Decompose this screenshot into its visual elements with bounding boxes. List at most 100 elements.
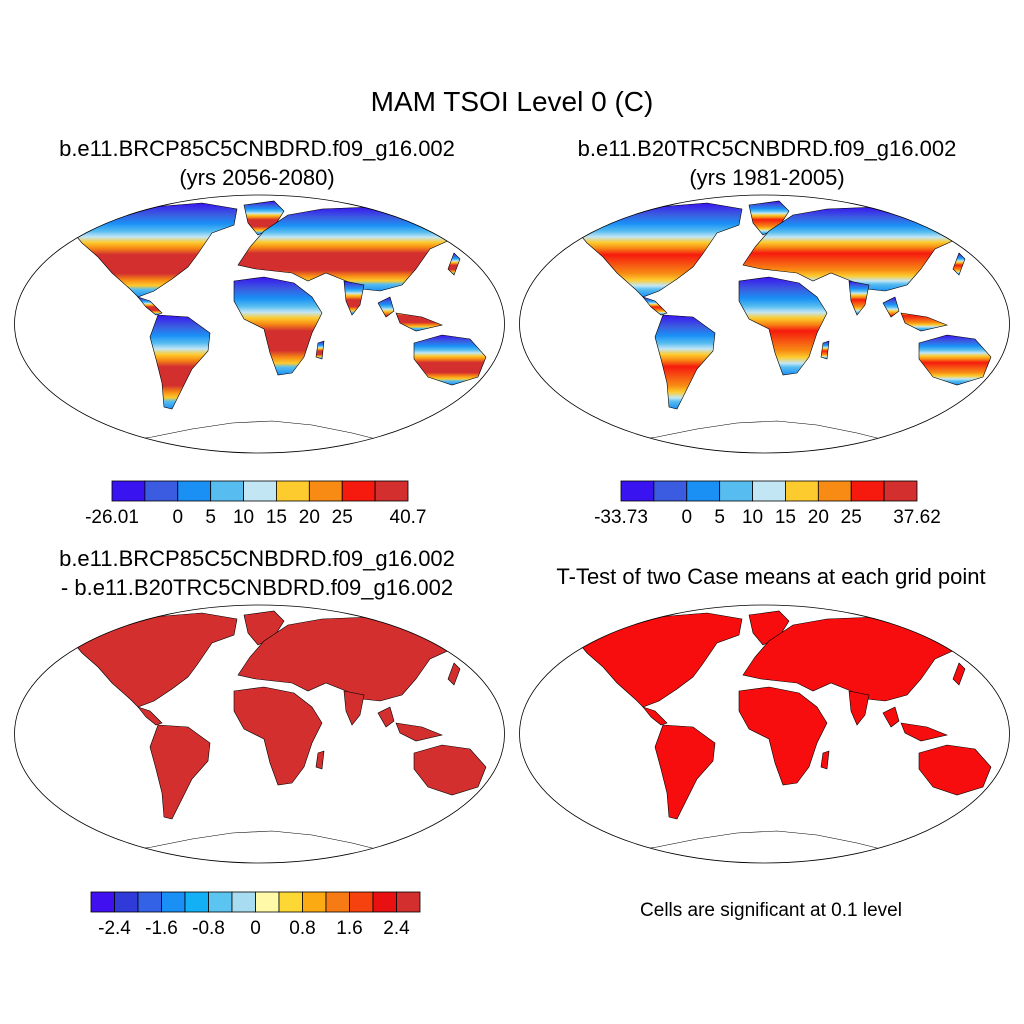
panel-1-title-line2: (yrs 2056-2080) (179, 165, 335, 190)
colorbar-swatch (341, 480, 376, 502)
continent-japan (952, 252, 966, 276)
continent-africa (738, 276, 828, 376)
continent-southeast-asia (882, 296, 949, 332)
continent-japan (447, 662, 461, 686)
continent-japan (447, 252, 461, 276)
colorbar-tick-label: 40.7 (390, 507, 427, 528)
continent-south-america (149, 724, 211, 820)
continent-australia (918, 334, 992, 386)
colorbar-swatch (308, 480, 343, 502)
figure-title: MAM TSOI Level 0 (C) (370, 86, 654, 117)
continent-africa (233, 276, 323, 376)
continent-central-america (642, 296, 668, 316)
continent-india (343, 280, 365, 316)
continent-south-america (654, 724, 716, 820)
colorbar-swatch (372, 891, 397, 913)
continent-madagascar (315, 750, 325, 770)
continent-north-america (576, 612, 743, 708)
colorbar-swatch (752, 480, 786, 502)
continent-new-zealand (491, 374, 505, 392)
continent-south-america (654, 314, 716, 410)
colorbar-swatch (883, 480, 918, 502)
panel-3-title-line1: b.e11.BRCP85C5CNBDRD.f09_g16.002 (59, 546, 455, 571)
colorbar-tick-label: 37.62 (893, 507, 941, 528)
colorbar-tick-label: -33.73 (594, 507, 648, 528)
continent-australia (413, 334, 487, 386)
colorbar-swatch (144, 480, 179, 502)
map-border (14, 604, 505, 864)
continent-new-zealand (491, 784, 505, 802)
colorbar-tick-label: 0.8 (289, 918, 315, 939)
colorbar-swatch (111, 480, 146, 502)
colorbar-swatch (817, 480, 852, 502)
continent-africa (233, 686, 323, 786)
colorbar-swatch (276, 480, 310, 502)
map-panel-2 (519, 194, 1010, 454)
colorbar-swatch (349, 891, 374, 913)
continent-central-america (137, 706, 163, 726)
continent-north-america (576, 202, 743, 298)
colorbar-panel-3: -2.4 -1.6 -0.8 0 0.8 1.6 2.4 (90, 891, 421, 939)
map-panel-4 (519, 604, 1010, 864)
continent-new-zealand (996, 784, 1010, 802)
continent-southeast-asia (882, 706, 949, 742)
continent-southeast-asia (377, 706, 444, 742)
colorbar-swatch (114, 891, 139, 913)
colorbar-swatch (374, 480, 409, 502)
map-panel-1 (14, 194, 505, 454)
colorbar-swatch (208, 891, 233, 913)
continent-madagascar (315, 340, 325, 360)
continent-central-america (642, 706, 668, 726)
colorbar-swatch (653, 480, 688, 502)
panel-3-title: b.e11.BRCP85C5CNBDRD.f09_g16.002 - b.e11… (12, 544, 502, 602)
continent-north-america (71, 612, 238, 708)
antarctica-coastline (616, 830, 918, 860)
colorbar-tick-label: 10 (233, 507, 254, 528)
continent-south-america (149, 314, 211, 410)
colorbar-swatch (184, 891, 209, 913)
map-border (14, 194, 505, 454)
colorbar-tick-label: 5 (714, 507, 725, 528)
panel-2-title: b.e11.B20TRC5CNBDRD.f09_g16.002 (yrs 198… (522, 134, 1012, 192)
colorbar-swatch (210, 480, 244, 502)
colorbar-swatch (302, 891, 327, 913)
colorbar-tick-label: 0 (250, 918, 261, 939)
colorbar-swatch (278, 891, 303, 913)
continent-central-america (137, 296, 163, 316)
panel-2-title-line1: b.e11.B20TRC5CNBDRD.f09_g16.002 (577, 136, 957, 161)
continent-africa (738, 686, 828, 786)
map-border (519, 194, 1010, 454)
continent-india (848, 690, 870, 726)
continent-eurasia (742, 616, 973, 702)
colorbar-swatch (161, 891, 186, 913)
colorbar-tick-label: 1.6 (336, 918, 362, 939)
continent-southeast-asia (377, 296, 444, 332)
colorbar-tick-label: 10 (742, 507, 763, 528)
colorbar-swatch (243, 480, 277, 502)
map-panel-3 (14, 604, 505, 864)
antarctica-coastline (111, 420, 413, 450)
colorbar-swatch (90, 891, 115, 913)
continent-madagascar (820, 340, 830, 360)
colorbar-tick-label: 25 (332, 507, 353, 528)
colorbar-panel-1: -26.01 0 5 10 15 20 25 40.7 (85, 480, 426, 528)
colorbar-tick-label: 20 (299, 507, 320, 528)
colorbar-tick-label: 0 (681, 507, 692, 528)
continent-australia (918, 744, 992, 796)
panel-2-title-line2: (yrs 1981-2005) (689, 165, 845, 190)
colorbar-tick-label: -0.8 (192, 918, 225, 939)
panel-3-title-line2: - b.e11.B20TRC5CNBDRD.f09_g16.002 (60, 575, 454, 600)
colorbar-swatch (686, 480, 721, 502)
continent-eurasia (742, 206, 973, 292)
colorbar-swatch (137, 891, 162, 913)
colorbar-tick-label: -1.6 (145, 918, 178, 939)
colorbar-tick-label: 2.4 (383, 918, 410, 939)
continent-new-zealand (996, 374, 1010, 392)
colorbar-swatch (255, 891, 280, 913)
antarctica-coastline (111, 830, 413, 860)
colorbar-tick-label: 15 (266, 507, 287, 528)
colorbar-tick-label: 0 (172, 507, 183, 528)
continent-north-america (71, 202, 238, 298)
continent-australia (413, 744, 487, 796)
colorbar-swatch (620, 480, 655, 502)
